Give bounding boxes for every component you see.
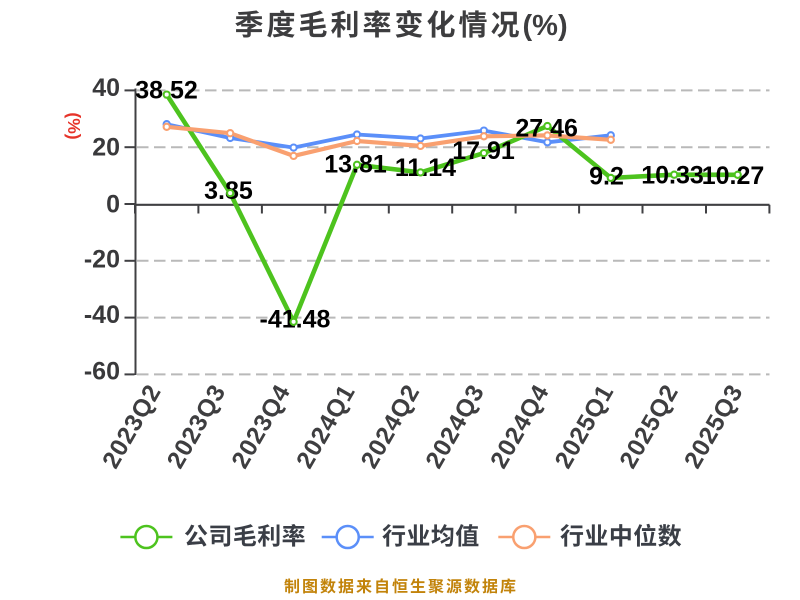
svg-text:-20: -20 <box>84 245 120 273</box>
svg-text:(%): (%) <box>64 112 84 139</box>
svg-text:40: 40 <box>92 74 120 102</box>
svg-text:10.27: 10.27 <box>702 162 765 190</box>
svg-text:11.14: 11.14 <box>395 154 456 182</box>
svg-text:-60: -60 <box>84 358 120 386</box>
svg-text:(%): (%) <box>523 10 568 42</box>
svg-text:9.2: 9.2 <box>589 163 624 191</box>
svg-text:20: 20 <box>92 133 120 161</box>
svg-text:-40: -40 <box>84 301 120 329</box>
svg-text:0: 0 <box>106 191 120 219</box>
